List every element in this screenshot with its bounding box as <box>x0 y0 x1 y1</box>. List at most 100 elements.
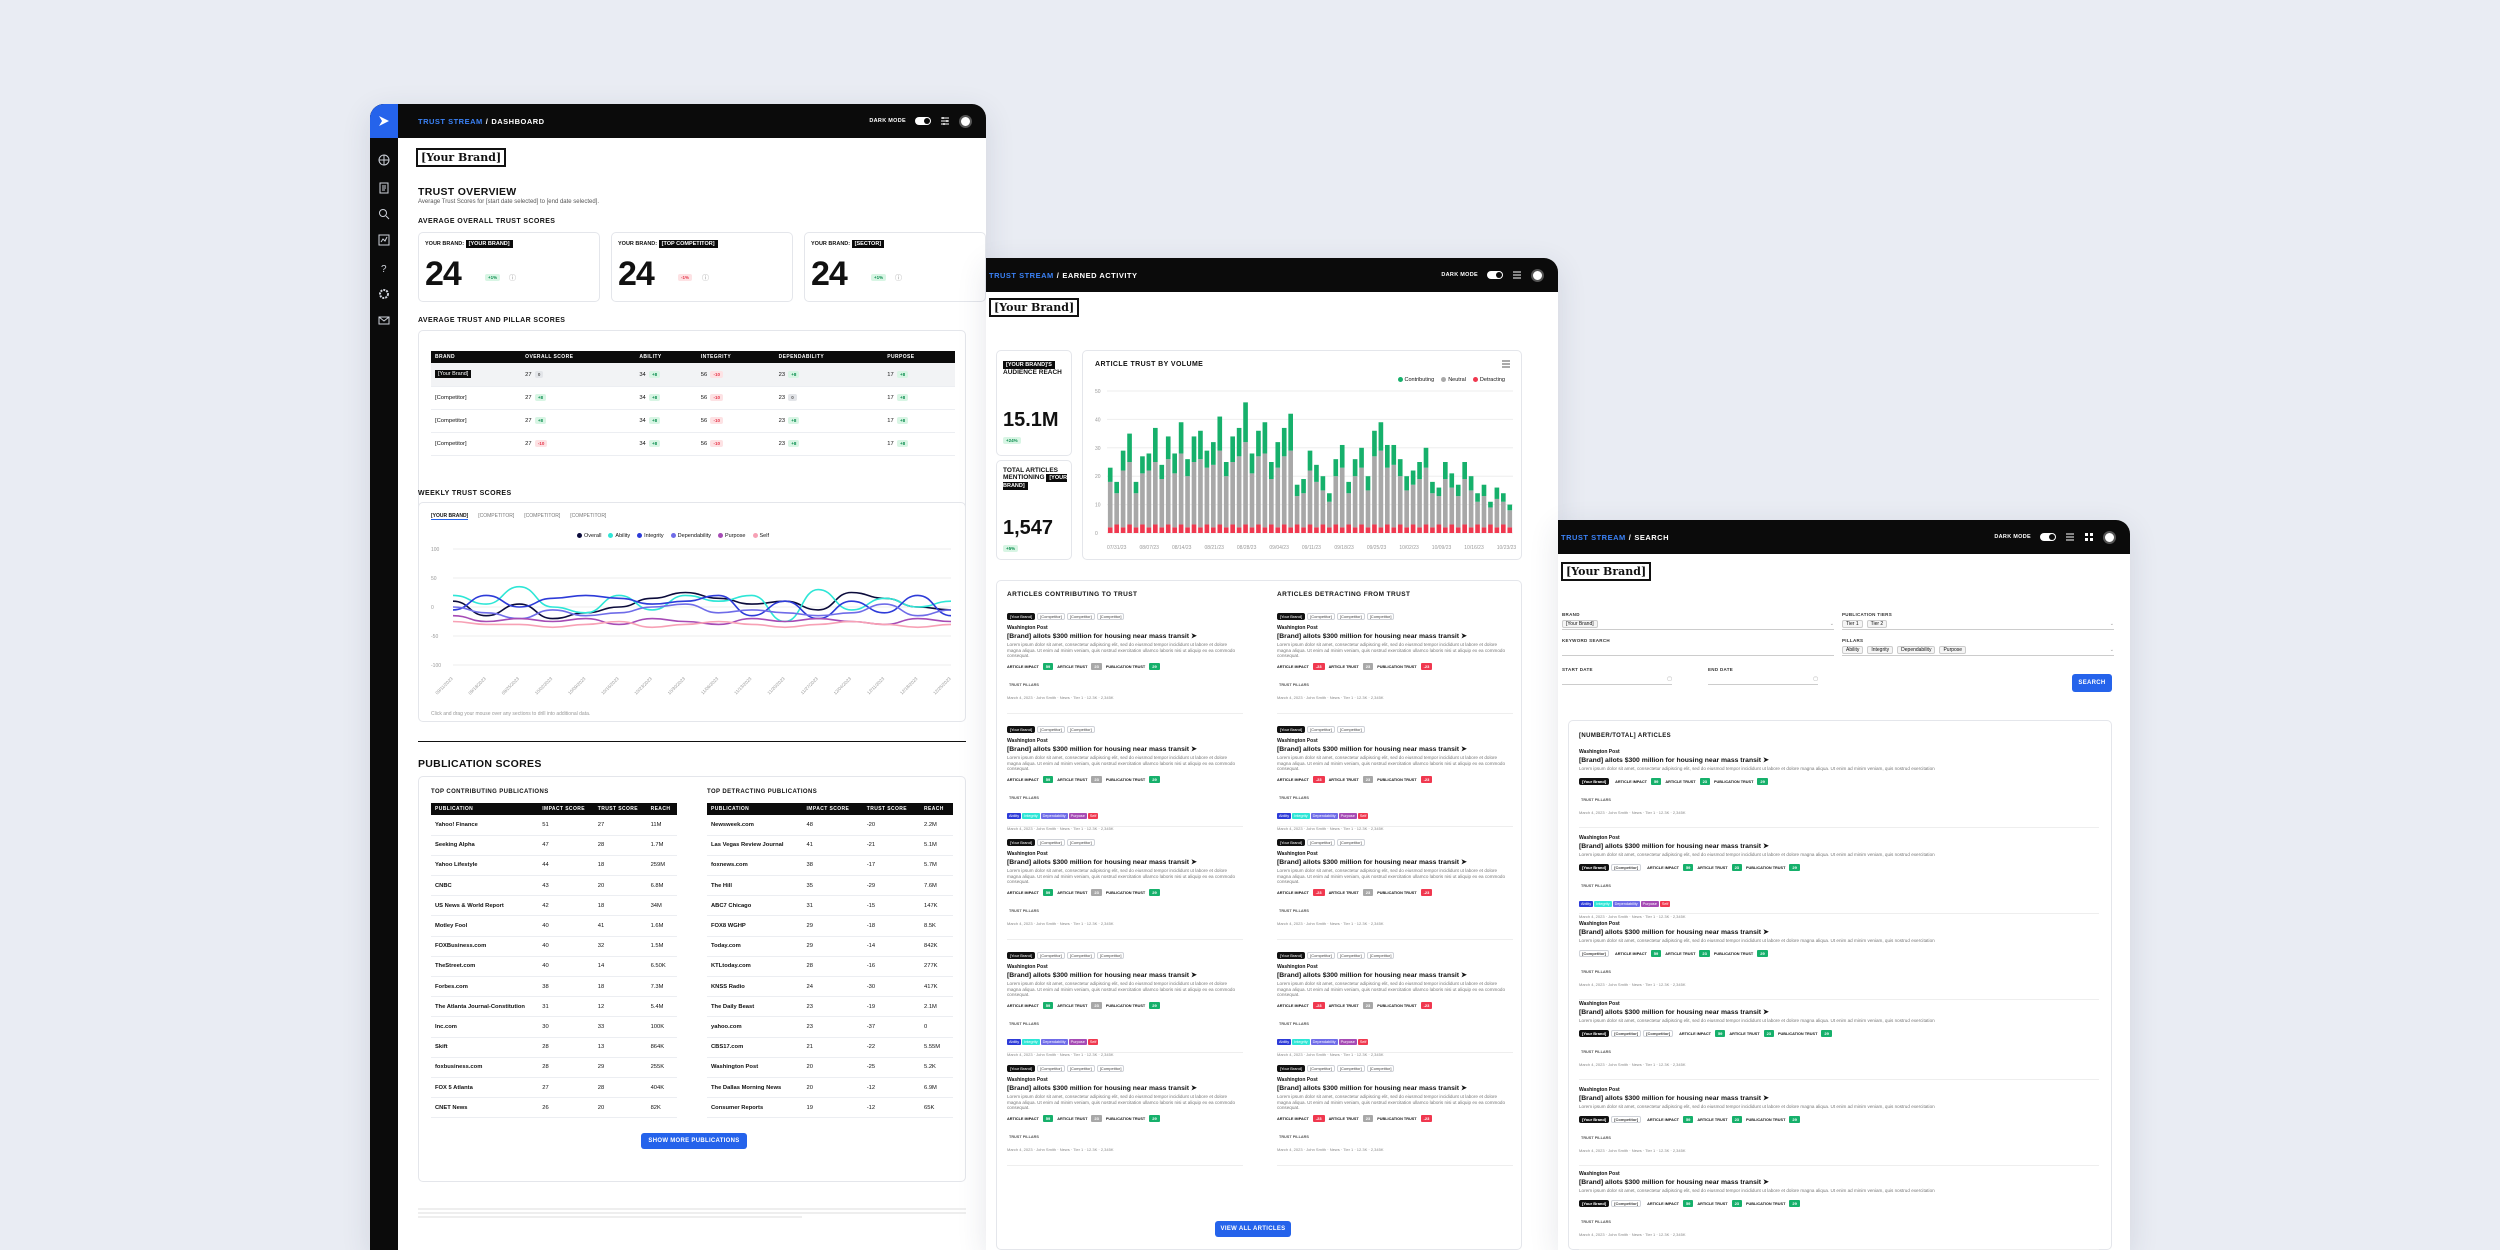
info-icon[interactable]: ⓘ <box>895 275 902 282</box>
bar-contributing[interactable] <box>1236 427 1242 457</box>
bar-detracting[interactable] <box>1320 524 1326 533</box>
bar-detracting[interactable] <box>1281 524 1287 533</box>
bar-neutral[interactable] <box>1288 450 1293 528</box>
table-row[interactable]: Skift 28 13 864K <box>431 1037 677 1058</box>
bar-detracting[interactable] <box>1481 527 1487 533</box>
share-icon[interactable]: ➤ <box>1762 843 1769 850</box>
bar-detracting[interactable] <box>1165 524 1171 533</box>
dark-mode-toggle[interactable] <box>2040 533 2056 541</box>
bar-contributing[interactable] <box>1294 484 1300 497</box>
bar-neutral[interactable] <box>1107 481 1113 528</box>
article-headline[interactable]: [Brand] allots $300 million for housing … <box>1579 1095 1769 1102</box>
share-icon[interactable]: ➤ <box>1190 972 1197 979</box>
bar-detracting[interactable] <box>1327 527 1332 533</box>
pillar-tag[interactable]: Ability <box>1277 1039 1292 1045</box>
bar-contributing[interactable] <box>1372 430 1377 457</box>
bar-contributing[interactable] <box>1269 462 1274 480</box>
competitor-chip[interactable]: [Competitor] <box>1037 952 1065 959</box>
share-icon[interactable]: ➤ <box>1190 633 1197 640</box>
pillar-chip[interactable]: Dependability <box>1897 646 1936 654</box>
article-headline[interactable]: [Brand] allots $300 million for housing … <box>1007 859 1197 866</box>
help-icon[interactable]: ? <box>378 262 390 274</box>
bar-contributing[interactable] <box>1262 422 1268 454</box>
table-row[interactable]: Washington Post 20 -25 5.2K <box>707 1057 953 1078</box>
table-row[interactable]: Today.com 29 -14 842K <box>707 936 953 957</box>
weekly-tab[interactable]: [COMPETITOR] <box>570 513 607 519</box>
bar-contributing[interactable] <box>1359 447 1364 468</box>
bar-detracting[interactable] <box>1436 524 1442 533</box>
bar-detracting[interactable] <box>1191 524 1197 533</box>
table-row[interactable]: [Competitor] 27 -10 34 +8 56 -10 23 +8 17 +8 <box>431 432 955 456</box>
article-headline[interactable]: [Brand] allots $300 million for housing … <box>1007 633 1197 640</box>
bar-neutral[interactable] <box>1449 487 1455 525</box>
bar-neutral[interactable] <box>1352 476 1358 528</box>
brand-chip[interactable]: [Your Brand] <box>1277 952 1306 959</box>
competitor-chip[interactable]: [Competitor] <box>1366 613 1395 620</box>
pillar-tag[interactable]: Dependability <box>1310 813 1338 819</box>
competitor-chip[interactable]: [Competitor] <box>1611 1200 1642 1207</box>
result-item[interactable]: Washington Post [Brand] allots $300 mill… <box>1579 999 2099 1067</box>
table-row[interactable]: The Dallas Morning News 20 -12 6.9M <box>707 1077 953 1099</box>
weekly-tab[interactable]: [YOUR BRAND] <box>431 513 469 520</box>
pillar-col-header[interactable]: PURPOSE <box>883 351 955 363</box>
pillar-tag[interactable]: Integrity <box>1292 1039 1310 1045</box>
brand-chip[interactable]: [Your Brand] <box>1277 839 1306 846</box>
bar-neutral[interactable] <box>1191 462 1197 525</box>
competitor-chip[interactable]: [Competitor] <box>1611 864 1642 871</box>
share-icon[interactable]: ➤ <box>1460 972 1467 979</box>
bar-neutral[interactable] <box>1223 476 1229 528</box>
bar-detracting[interactable] <box>1352 527 1358 533</box>
table-row[interactable]: Motley Fool 40 41 1.6M <box>431 915 677 937</box>
bar-neutral[interactable] <box>1372 456 1377 525</box>
bar-contributing[interactable] <box>1468 476 1474 491</box>
bar-contributing[interactable] <box>1455 484 1461 497</box>
bar-contributing[interactable] <box>1114 481 1119 494</box>
competitor-chip[interactable]: [Competitor] <box>1643 1030 1674 1037</box>
table-row[interactable]: Inc.com 30 33 100K <box>431 1016 677 1038</box>
legend-item[interactable]: Detracting <box>1472 377 1505 383</box>
competitor-chip[interactable]: [Competitor] <box>1336 952 1365 959</box>
pillar-tag[interactable]: Purpose <box>1068 813 1087 819</box>
mail-icon[interactable] <box>378 314 390 326</box>
pub-col-header[interactable]: IMPACT SCORE <box>802 803 863 815</box>
bar-detracting[interactable] <box>1430 527 1435 533</box>
series-line-self[interactable] <box>452 620 952 629</box>
bar-detracting[interactable] <box>1346 524 1351 533</box>
bar-neutral[interactable] <box>1185 476 1190 528</box>
bar-detracting[interactable] <box>1223 527 1229 533</box>
article-item[interactable]: [Your Brand] [Competitor] [Competitor] [Com… <box>1277 605 1513 700</box>
article-item[interactable]: [Your Brand] [Competitor] [Competitor] Was… <box>1277 831 1513 926</box>
legend-item[interactable]: Self <box>752 533 769 539</box>
bar-contributing[interactable] <box>1230 436 1235 462</box>
bar-contributing[interactable] <box>1249 453 1255 474</box>
avatar[interactable] <box>1531 268 1544 282</box>
table-row[interactable]: CBS17.com 21 -22 5.55M <box>707 1037 953 1058</box>
bar-neutral[interactable] <box>1243 442 1248 525</box>
bar-contributing[interactable] <box>1430 481 1435 494</box>
bar-neutral[interactable] <box>1327 501 1332 528</box>
avatar[interactable] <box>2103 530 2116 544</box>
bar-neutral[interactable] <box>1314 481 1319 528</box>
share-icon[interactable]: ➤ <box>1762 1179 1769 1186</box>
gear-icon[interactable] <box>378 288 390 300</box>
legend-item[interactable]: Dependability <box>670 533 711 539</box>
bar-contributing[interactable] <box>1449 473 1455 488</box>
article-headline[interactable]: [Brand] allots $300 million for housing … <box>1277 859 1467 866</box>
pillar-col-header[interactable]: DEPENDABILITY <box>774 351 884 363</box>
table-row[interactable]: FOX 5 Atlanta 27 28 404K <box>431 1077 677 1099</box>
brand-chip[interactable]: [Your Brand] <box>1007 952 1036 959</box>
bar-detracting[interactable] <box>1339 527 1345 533</box>
bar-neutral[interactable] <box>1146 470 1152 528</box>
brand-chip[interactable]: [Your Brand] <box>1007 1065 1036 1072</box>
bar-contributing[interactable] <box>1217 416 1223 451</box>
pub-col-header[interactable]: TRUST SCORE <box>593 803 647 815</box>
tier1-chip[interactable]: Tier 1 <box>1842 620 1863 628</box>
bar-contributing[interactable] <box>1346 481 1351 494</box>
competitor-chip[interactable]: [Competitor] <box>1096 1065 1125 1072</box>
article-item[interactable]: [Your Brand] [Competitor] [Competitor] [Com… <box>1007 944 1243 1057</box>
bar-detracting[interactable] <box>1269 524 1274 533</box>
bar-neutral[interactable] <box>1275 467 1281 528</box>
bar-neutral[interactable] <box>1114 493 1119 525</box>
article-item[interactable]: [Your Brand] [Competitor] [Competitor] [Com… <box>1007 1057 1243 1152</box>
bar-neutral[interactable] <box>1320 490 1326 525</box>
